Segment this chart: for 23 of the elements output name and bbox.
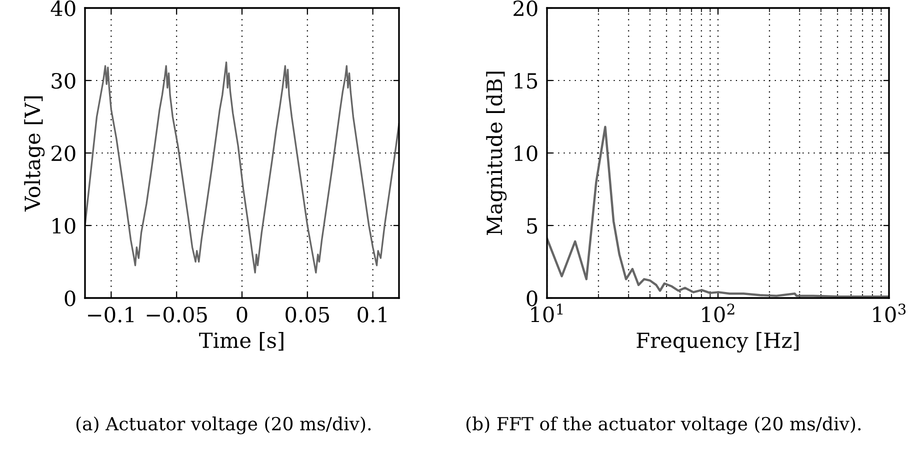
y-tick-label: 30	[52, 72, 76, 89]
y-tick-label: 15	[514, 72, 538, 89]
x-tick-label: 10$^{2}$	[702, 304, 734, 322]
line-series	[85, 62, 399, 274]
y-tick-label: 10	[52, 218, 76, 234]
x-tick-label: −0.05	[146, 306, 207, 322]
x-tick-label: 0.05	[286, 306, 329, 322]
x-tick-label: 10$^{3}$	[873, 304, 906, 322]
y-tick-label: 5	[527, 218, 538, 234]
y-axis-title: Magnitude [dB]	[486, 72, 507, 236]
y-tick-label: 20	[52, 145, 76, 162]
y-tick-label: 0	[64, 290, 76, 306]
x-axis-title: Time [s]	[199, 332, 284, 351]
y-tick-label: 10	[514, 145, 538, 162]
text: (a) Actuator voltage (20 ms/div).	[76, 416, 371, 434]
x-axis-title: Frequency [Hz]	[636, 332, 799, 353]
y-tick-label: 40	[50, 0, 76, 16]
x-tick-label: 0	[236, 306, 248, 322]
text: (b) FFT of the actuator voltage (20 ms/div).	[466, 416, 861, 434]
y-tick-label: 20	[514, 0, 538, 16]
x-tick-label: 0.1	[358, 306, 386, 322]
x-tick-label: −0.1	[88, 306, 134, 322]
y-axis-title: Voltage [V]	[24, 96, 45, 212]
